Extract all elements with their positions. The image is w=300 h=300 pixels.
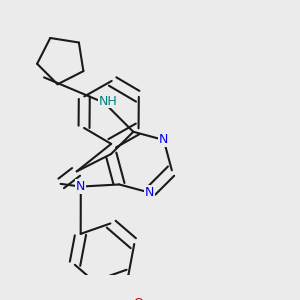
Text: N: N [145, 186, 154, 199]
Text: O: O [134, 298, 143, 300]
Text: N: N [159, 134, 168, 146]
Text: N: N [76, 180, 86, 193]
Text: NH: NH [98, 94, 117, 107]
